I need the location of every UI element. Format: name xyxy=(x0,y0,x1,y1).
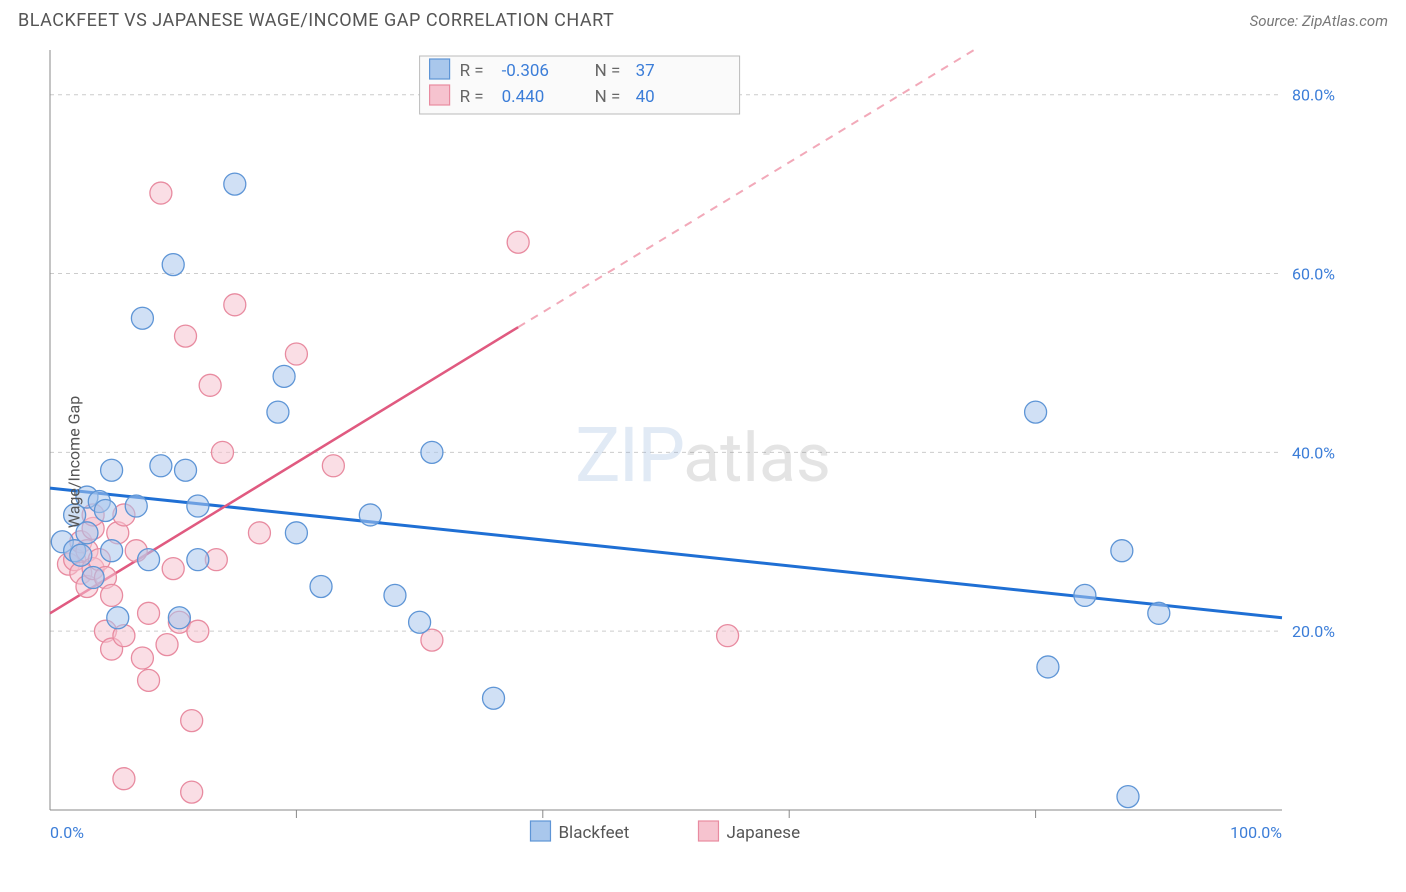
point-blackfeet xyxy=(162,254,184,276)
point-japanese xyxy=(181,710,203,732)
point-blackfeet xyxy=(138,549,160,571)
point-japanese xyxy=(162,558,184,580)
chart-area: Wage/Income Gap ZIPatlas 20.0%40.0%60.0%… xyxy=(14,44,1392,880)
point-blackfeet xyxy=(168,607,190,629)
point-blackfeet xyxy=(267,401,289,423)
point-blackfeet xyxy=(94,499,116,521)
series-label: Blackfeet xyxy=(558,823,629,843)
point-japanese xyxy=(138,669,160,691)
legend-n-value: 40 xyxy=(636,87,655,107)
chart-title: BLACKFEET VS JAPANESE WAGE/INCOME GAP CO… xyxy=(18,10,614,31)
series-swatch xyxy=(698,821,718,841)
point-blackfeet xyxy=(273,365,295,387)
point-blackfeet xyxy=(150,455,172,477)
point-japanese xyxy=(717,625,739,647)
point-blackfeet xyxy=(1111,540,1133,562)
legend-r-label: R = xyxy=(460,61,484,81)
regression-line-blackfeet xyxy=(50,488,1282,618)
chart-source: Source: ZipAtlas.com xyxy=(1250,12,1388,30)
legend-r-value: -0.306 xyxy=(502,61,549,81)
x-tick-label: 100.0% xyxy=(1230,823,1282,842)
point-blackfeet xyxy=(101,540,123,562)
point-blackfeet xyxy=(125,495,147,517)
point-blackfeet xyxy=(187,549,209,571)
legend-n-label: N = xyxy=(595,61,621,81)
point-blackfeet xyxy=(1074,584,1096,606)
point-japanese xyxy=(199,374,221,396)
point-blackfeet xyxy=(1037,656,1059,678)
point-blackfeet xyxy=(1025,401,1047,423)
point-blackfeet xyxy=(187,495,209,517)
point-japanese xyxy=(507,231,529,253)
point-blackfeet xyxy=(1148,602,1170,624)
point-japanese xyxy=(187,620,209,642)
point-blackfeet xyxy=(224,173,246,195)
point-blackfeet xyxy=(285,522,307,544)
point-japanese xyxy=(181,781,203,803)
point-blackfeet xyxy=(483,687,505,709)
y-axis-label: Wage/Income Gap xyxy=(65,396,84,528)
point-japanese xyxy=(285,343,307,365)
point-blackfeet xyxy=(107,607,129,629)
legend-n-value: 37 xyxy=(636,61,655,81)
legend-swatch xyxy=(430,85,450,105)
point-blackfeet xyxy=(310,575,332,597)
legend-swatch xyxy=(430,59,450,79)
legend-r-value: 0.440 xyxy=(502,87,545,107)
legend-n-label: N = xyxy=(595,87,621,107)
chart-svg: 20.0% 40.0% 60.0% 80.0% 0.0% 100.0% R = -0.306 N… xyxy=(14,44,1362,864)
y-tick-label: 20.0% xyxy=(1292,622,1335,641)
series-label: Japanese xyxy=(726,823,800,843)
x-tick-label: 0.0% xyxy=(50,823,84,842)
y-tick-label: 60.0% xyxy=(1292,265,1335,284)
point-japanese xyxy=(131,647,153,669)
legend-r-label: R = xyxy=(460,87,484,107)
point-blackfeet xyxy=(409,611,431,633)
series-swatch xyxy=(530,821,550,841)
y-tick-label: 40.0% xyxy=(1292,443,1335,462)
point-blackfeet xyxy=(175,459,197,481)
point-japanese xyxy=(224,294,246,316)
point-blackfeet xyxy=(384,584,406,606)
point-japanese xyxy=(150,182,172,204)
point-blackfeet xyxy=(70,544,92,566)
point-japanese xyxy=(248,522,270,544)
point-blackfeet xyxy=(131,307,153,329)
point-blackfeet xyxy=(421,441,443,463)
point-blackfeet xyxy=(82,567,104,589)
point-japanese xyxy=(113,768,135,790)
point-japanese xyxy=(175,325,197,347)
point-japanese xyxy=(322,455,344,477)
point-japanese xyxy=(156,634,178,656)
point-japanese xyxy=(211,441,233,463)
point-blackfeet xyxy=(101,459,123,481)
point-blackfeet xyxy=(1117,786,1139,808)
chart-header: BLACKFEET VS JAPANESE WAGE/INCOME GAP CO… xyxy=(0,0,1406,37)
point-blackfeet xyxy=(359,504,381,526)
y-tick-label: 80.0% xyxy=(1292,86,1335,105)
point-japanese xyxy=(101,584,123,606)
point-japanese xyxy=(138,602,160,624)
